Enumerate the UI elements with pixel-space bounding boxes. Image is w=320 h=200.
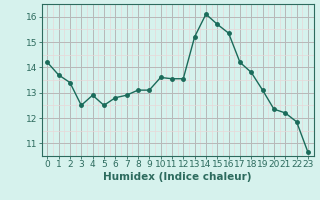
X-axis label: Humidex (Indice chaleur): Humidex (Indice chaleur) <box>103 172 252 182</box>
